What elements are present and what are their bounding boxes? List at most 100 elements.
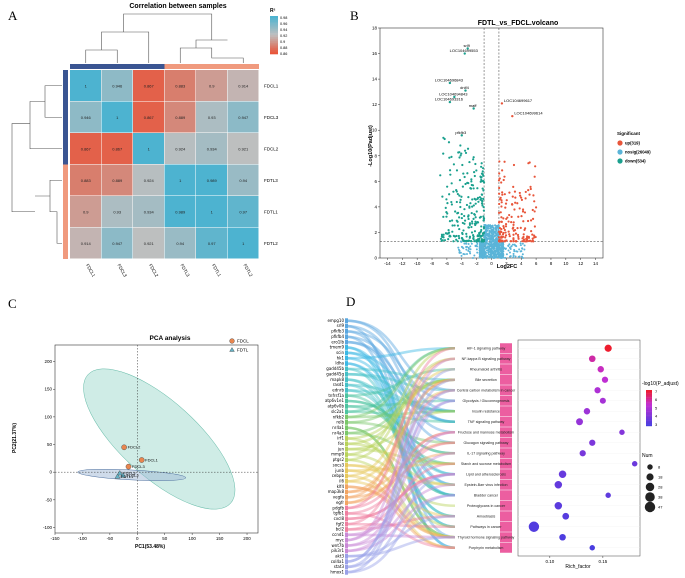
volcano-point-up — [498, 231, 501, 235]
volcano-point-down — [463, 219, 467, 222]
volcano-point-down — [467, 214, 470, 217]
volcano-point-up — [524, 240, 527, 243]
volcano-point-down — [458, 151, 461, 154]
heatmap-cell — [101, 196, 133, 227]
volcano-point-down — [481, 170, 484, 173]
volcano-legend-label: nosig(26049) — [625, 150, 651, 155]
volcano-point-down — [453, 224, 456, 227]
volcano-point-up — [510, 202, 514, 206]
sankey-gene-label: mapk8 — [330, 377, 344, 382]
volcano-point-down — [460, 195, 463, 198]
sankey-flow — [345, 394, 456, 497]
heatmap-cell — [164, 227, 196, 259]
bubble-point — [601, 376, 609, 383]
volcano-point-up — [512, 233, 515, 236]
legend-color-step — [270, 44, 278, 47]
sankey-flow — [345, 367, 456, 397]
volcano-point-up — [512, 240, 515, 243]
legend-color-step — [270, 40, 278, 43]
volcano-point-up — [508, 213, 511, 217]
bubble-color-legend-step — [646, 422, 652, 425]
heatmap-cell-value: 0.914 — [81, 241, 92, 246]
sankey-gene-node — [345, 355, 348, 361]
sankey-flow — [345, 378, 456, 446]
sankey-gene-node — [345, 345, 348, 350]
heatmap-cell — [133, 227, 164, 259]
heatmap-color-legend: 0.98 0.96 0.94 0.92 0.9 0.88 0.86 — [270, 16, 287, 56]
volcano-point-nosig — [487, 225, 490, 228]
volcano-annotated-point — [511, 114, 514, 118]
sankey-gene-node — [345, 511, 348, 516]
bubble-point — [605, 492, 611, 498]
sankey-pathway-label: Starch and sucrose metabolism — [461, 462, 511, 466]
volcano-point-nosig — [494, 241, 497, 244]
heatmap-cell-value: 0.889 — [112, 178, 123, 183]
heatmap-cell — [227, 164, 259, 196]
bubble-color-tick-label: 6 — [655, 397, 658, 402]
sankey-flow — [345, 514, 456, 531]
volcano-point-up — [526, 238, 529, 241]
sankey-gene-node — [345, 425, 348, 431]
volcano-point-up — [512, 221, 515, 224]
volcano-point-nosig — [457, 246, 460, 249]
x-tick-label: -10 — [414, 261, 421, 266]
sankey-gene-label: fgf2 — [336, 521, 344, 526]
volcano-point-down — [440, 233, 444, 236]
sankey-gene-node — [345, 382, 348, 388]
volcano-point-up — [502, 217, 505, 220]
volcano-point-nosig — [492, 254, 495, 257]
volcano-point-down — [458, 236, 461, 240]
sankey-flow — [345, 367, 456, 382]
heatmap-cell — [101, 164, 133, 196]
volcano-point-down — [482, 197, 485, 200]
heatmap-cell — [227, 227, 259, 259]
volcano-point-down — [470, 240, 473, 243]
volcano-point-nosig — [461, 246, 464, 249]
sankey-flow — [345, 340, 456, 445]
sankey-gene-node — [345, 516, 348, 522]
volcano-point-down — [442, 233, 445, 236]
pca-point-fdtl — [114, 473, 121, 479]
volcano-point-down — [476, 221, 480, 224]
bubble-color-legend-step — [646, 393, 652, 396]
heatmap-cell — [164, 70, 196, 101]
volcano-point-down — [448, 220, 452, 223]
volcano-point-up — [503, 228, 506, 232]
heatmap-cell-value: 0.989 — [207, 178, 218, 183]
volcano-point-nosig — [497, 225, 500, 228]
volcano-point-nosig — [465, 248, 468, 251]
volcano-point-nosig — [469, 248, 472, 251]
volcano-point-up — [529, 185, 532, 188]
volcano-point-down — [450, 155, 453, 158]
volcano-point-nosig — [501, 243, 504, 246]
sankey-gene-label: atp6v0b — [327, 404, 344, 409]
volcano-point-down — [470, 220, 474, 223]
legend-color-step — [270, 29, 278, 32]
volcano-point-nosig — [480, 248, 483, 251]
volcano-point-nosig — [514, 255, 517, 258]
pca-legend-label: FDCL — [237, 339, 249, 344]
sankey-gene-node — [345, 371, 348, 377]
volcano-point-down — [473, 212, 476, 216]
sankey-flow — [345, 399, 456, 455]
sankey-gene-node — [345, 398, 348, 404]
volcano-point-down — [457, 234, 460, 238]
heatmap-row-label: FDCL3 — [264, 115, 279, 120]
volcano-point-nosig — [490, 255, 493, 258]
volcano-point-down — [467, 182, 470, 185]
heatmap-cell — [196, 227, 227, 259]
volcano-annotation: LOC104699614 — [514, 111, 543, 116]
y-tick-label: 8 — [374, 153, 377, 158]
volcano-point-down — [479, 230, 482, 233]
pca-title: PCA analysis — [150, 335, 191, 342]
x-tick-label: -12 — [399, 261, 406, 266]
volcano-point-nosig — [494, 224, 497, 227]
sankey-flow — [345, 324, 456, 424]
volcano-point-nosig — [500, 256, 503, 259]
sankey-flow — [345, 367, 456, 529]
volcano-point-nosig — [457, 248, 460, 251]
sankey-pathway-node — [500, 479, 512, 490]
legend-tick-label: 0.86 — [280, 52, 287, 56]
pca-point-fdtl — [116, 470, 123, 476]
legend-color-step — [270, 17, 278, 21]
